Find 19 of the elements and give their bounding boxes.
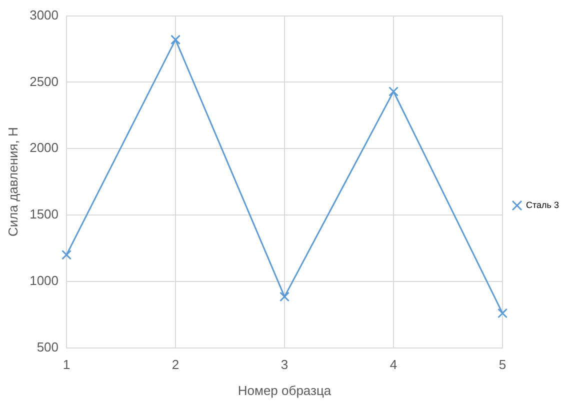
x-tick-label: 1 (62, 357, 70, 372)
y-tick-label: 2500 (30, 74, 59, 89)
point (280, 292, 290, 302)
point (170, 34, 181, 45)
point (62, 250, 72, 260)
y-tick-label: 3000 (30, 7, 59, 22)
x-tick-label: 3 (280, 357, 288, 372)
point (388, 86, 399, 96)
x-tick-label: 2 (172, 357, 180, 372)
y-tick-label: 2000 (30, 140, 59, 156)
y-tick-label: 1000 (30, 272, 59, 288)
x-axis-title: Номер образца (238, 382, 332, 398)
x-tick-label: 5 (498, 357, 506, 372)
y-tick-label: 500 (36, 339, 59, 354)
y-tick-label: 1500 (30, 206, 59, 222)
point (498, 308, 508, 318)
x-tick-label: 4 (390, 357, 398, 372)
legend-label: Сталь 3 (526, 200, 560, 210)
y-axis-title: Сила давления, Н (5, 127, 20, 237)
